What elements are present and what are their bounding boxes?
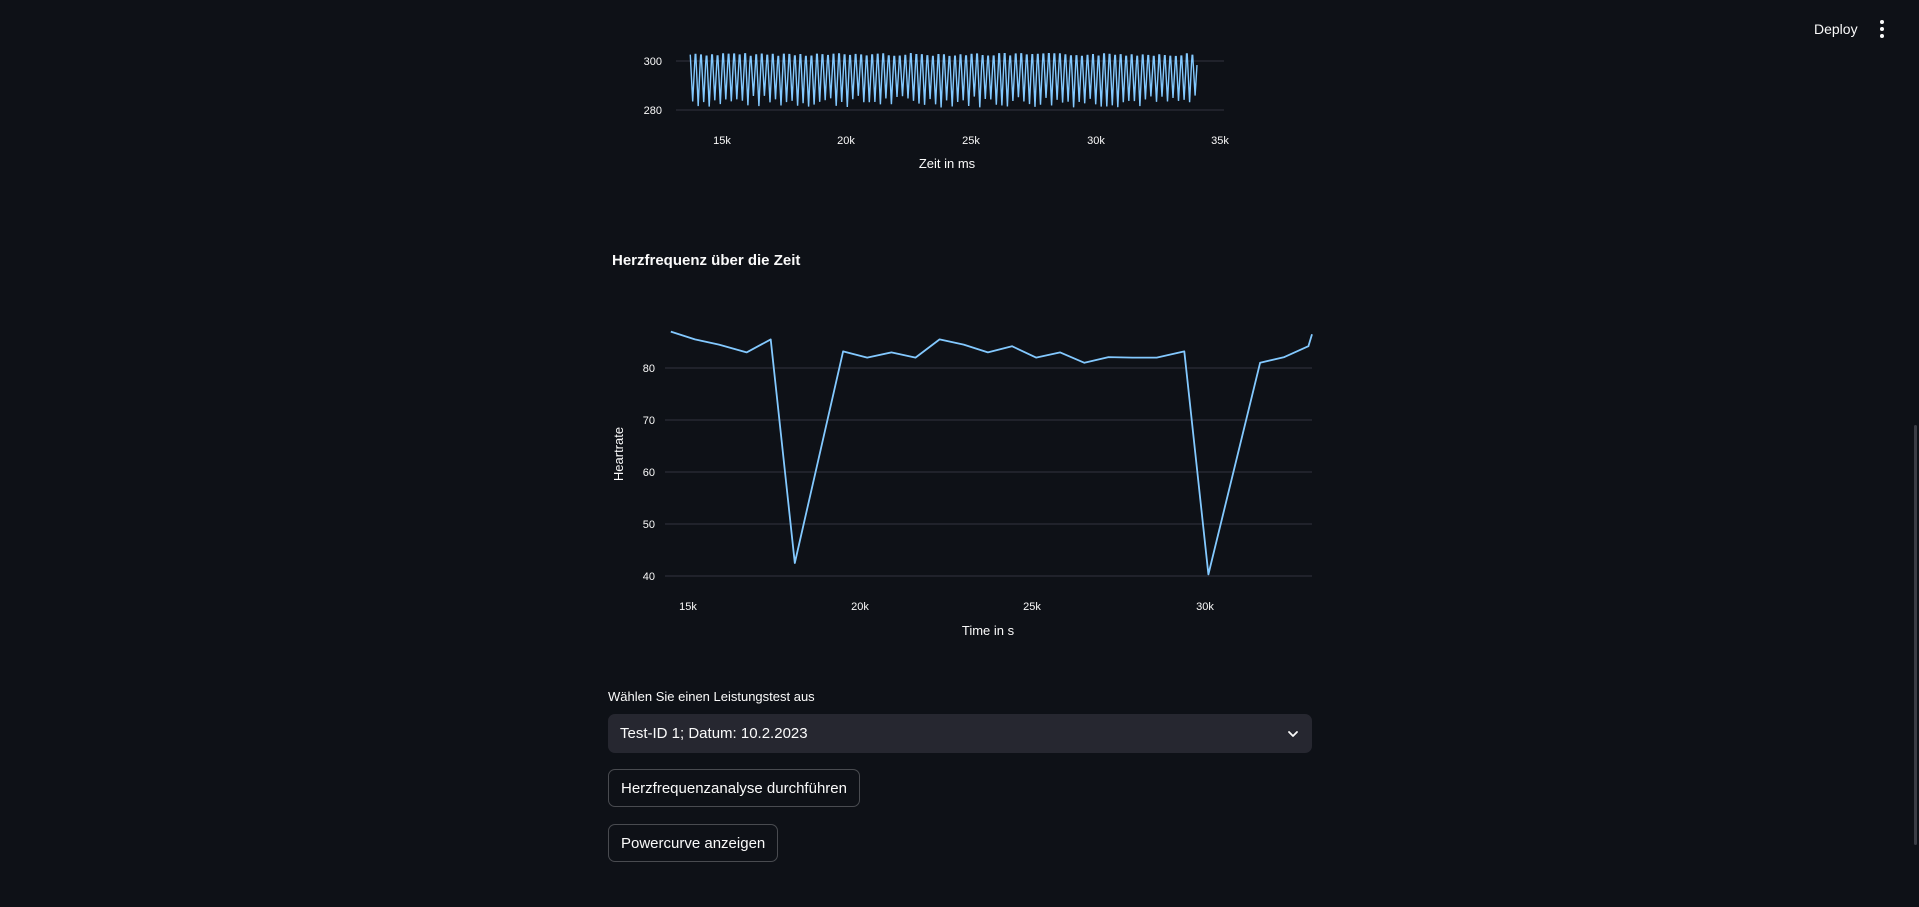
ecg-x-ticks: 15k 20k 25k 30k 35k	[713, 135, 1229, 147]
ecg-x-tick-25k: 25k	[962, 135, 980, 147]
hr-y-axis-title: Heartrate	[611, 427, 626, 481]
ecg-y-tick-280: 280	[644, 105, 662, 117]
chevron-down-icon	[1288, 730, 1298, 737]
ecg-x-tick-20k: 20k	[837, 135, 855, 147]
heart-rate-section-title: Herzfrequenz über die Zeit	[612, 252, 801, 269]
ecg-x-tick-35k: 35k	[1211, 135, 1229, 147]
test-select[interactable]: Test-ID 1; Datum: 10.2.2023	[608, 714, 1312, 753]
ecg-series-line	[689, 53, 1198, 108]
hr-x-tick-30k: 30k	[1196, 601, 1214, 613]
ecg-y-ticks: 300 280	[644, 56, 662, 117]
ecg-y-tick-300: 300	[644, 56, 662, 68]
ecg-x-axis-title: Zeit in ms	[919, 156, 976, 171]
hr-y-tick-60: 60	[643, 467, 655, 479]
hr-x-tick-20k: 20k	[851, 601, 869, 613]
hr-y-tick-70: 70	[643, 415, 655, 427]
page-scrollbar[interactable]	[1914, 425, 1917, 845]
hr-x-tick-15k: 15k	[679, 601, 697, 613]
hr-x-axis-title: Time in s	[962, 623, 1015, 638]
heart-rate-analysis-button[interactable]: Herzfrequenzanalyse durchführen	[608, 769, 860, 807]
ecg-x-tick-15k: 15k	[713, 135, 731, 147]
hr-gridlines	[665, 367, 1312, 577]
powercurve-button[interactable]: Powercurve anzeigen	[608, 824, 779, 862]
hr-y-tick-50: 50	[643, 519, 655, 531]
hr-y-tick-80: 80	[643, 363, 655, 375]
kebab-menu-icon[interactable]	[1870, 14, 1894, 44]
hr-series-line	[670, 330, 1313, 576]
hr-x-tick-25k: 25k	[1023, 601, 1041, 613]
hr-x-ticks: 15k 20k 25k 30k	[679, 601, 1214, 613]
test-select-label: Wählen Sie einen Leistungstest aus	[608, 689, 815, 704]
hr-y-tick-40: 40	[643, 571, 655, 583]
test-select-value: Test-ID 1; Datum: 10.2.2023	[620, 725, 808, 742]
deploy-button[interactable]: Deploy	[1814, 21, 1858, 37]
ecg-x-tick-30k: 30k	[1087, 135, 1105, 147]
hr-y-ticks: 80 70 60 50 40	[643, 363, 655, 583]
